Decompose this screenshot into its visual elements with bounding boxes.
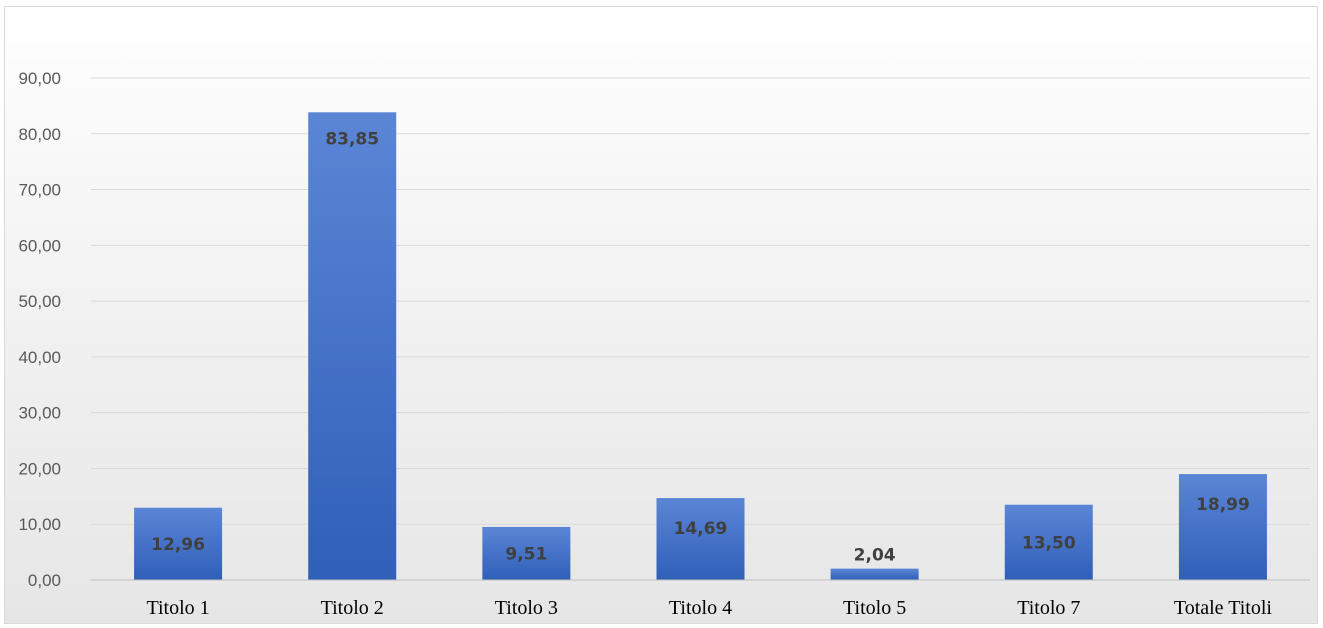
x-tick-label: Titolo 1: [146, 597, 209, 619]
bar: [1178, 474, 1267, 580]
data-label: 13,50: [1022, 533, 1076, 553]
bar: [830, 568, 919, 580]
y-tick-label: 0,00: [28, 571, 61, 590]
x-tick-label: Titolo 4: [669, 597, 732, 619]
bar: [308, 112, 397, 580]
y-tick-label: 10,00: [18, 515, 61, 534]
bars: [134, 112, 1267, 580]
bar: [1004, 504, 1093, 580]
data-labels: 12,96 83,85 9,51 14,69 2,04 13,50 18,99: [151, 129, 1250, 565]
y-tick-label: 80,00: [18, 125, 61, 144]
data-label: 12,96: [151, 535, 205, 555]
data-label: 83,85: [325, 129, 379, 149]
bar: [134, 507, 223, 580]
y-tick-label: 40,00: [18, 348, 61, 367]
bar: [656, 498, 745, 580]
data-label: 18,99: [1196, 495, 1250, 515]
axes: 0,00 10,00 20,00 30,00 40,00 50,00 60,00 70,00 8…: [18, 69, 1310, 619]
data-label: 9,51: [505, 544, 547, 564]
x-tick-label: Totale Titoli: [1174, 597, 1273, 619]
y-tick-label: 60,00: [18, 236, 61, 255]
x-tick-label: Titolo 7: [1017, 597, 1080, 619]
y-tick-label: 20,00: [18, 459, 61, 478]
y-tick-label: 30,00: [18, 404, 61, 423]
gridlines: [91, 77, 1310, 525]
x-tick-label: Titolo 5: [843, 597, 906, 619]
y-tick-label: 90,00: [18, 69, 61, 88]
data-label: 2,04: [854, 546, 896, 566]
x-tick-label: Titolo 2: [321, 597, 384, 619]
x-tick-label: Titolo 3: [495, 597, 558, 619]
bar: [482, 526, 571, 580]
y-tick-label: 50,00: [18, 292, 61, 311]
y-tick-label: 70,00: [18, 181, 61, 200]
data-label: 14,69: [674, 519, 728, 539]
